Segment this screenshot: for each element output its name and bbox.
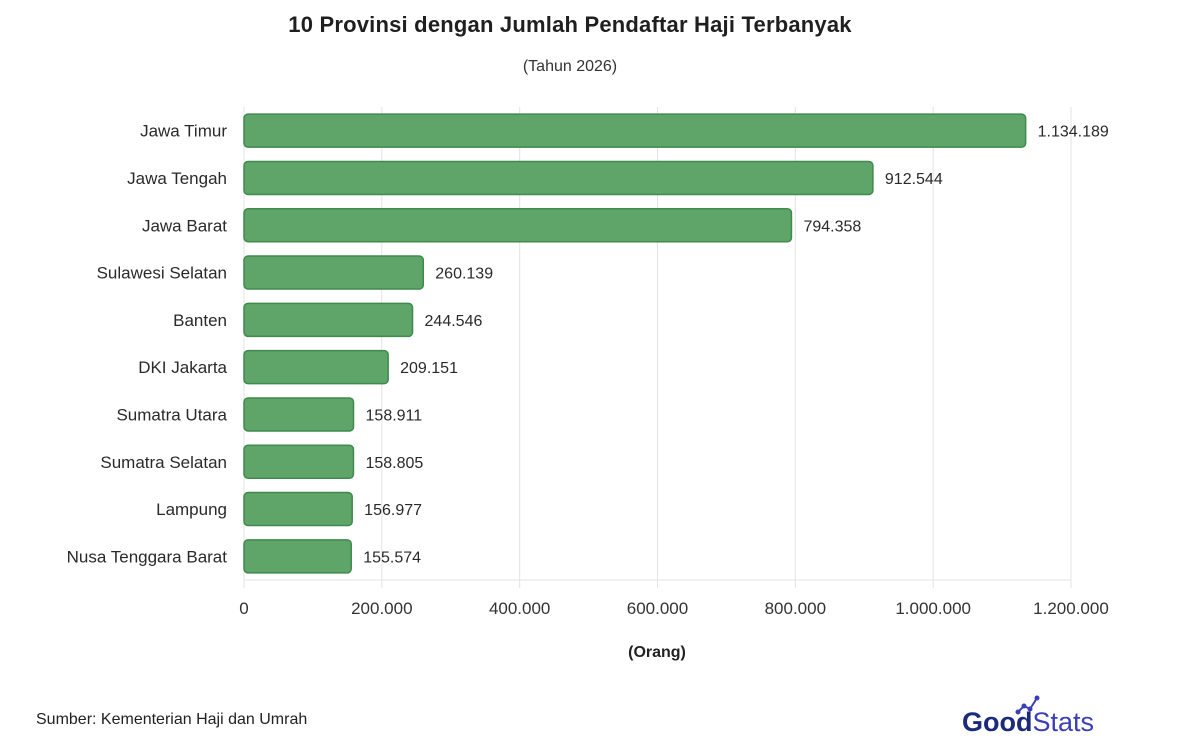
- x-tick-label: 600.000: [627, 599, 688, 618]
- logo-trend-icon: [1017, 697, 1038, 713]
- category-label: Lampung: [156, 500, 227, 519]
- source-note: Sumber: Kementerian Haji dan Umrah: [36, 711, 308, 728]
- bar: [243, 349, 389, 385]
- category-label: Sumatra Selatan: [100, 453, 227, 472]
- x-tick-label: 1.200.000: [1033, 599, 1109, 618]
- data-label: 156.977: [364, 502, 422, 519]
- x-tick-label: 0: [239, 599, 248, 618]
- category-label: Jawa Tengah: [127, 169, 227, 188]
- bar: [243, 444, 355, 479]
- category-label: Nusa Tenggara Barat: [67, 547, 228, 566]
- category-label: Sulawesi Selatan: [97, 264, 227, 283]
- data-label: 912.544: [885, 171, 943, 188]
- chart-subtitle: (Tahun 2026): [522, 58, 618, 75]
- logo-text-good: Good: [962, 707, 1032, 737]
- data-label: 260.139: [435, 266, 493, 283]
- category-label: DKI Jakarta: [138, 358, 227, 377]
- x-tick-label: 200.000: [351, 599, 412, 618]
- data-label: 158.911: [366, 407, 423, 424]
- bar: [243, 255, 425, 290]
- x-tick-label: 800.000: [765, 599, 826, 618]
- bar: [243, 302, 414, 338]
- goodstats-logo: GoodStats: [962, 695, 1094, 737]
- logo-dot: [1027, 706, 1033, 712]
- data-label: 158.805: [365, 455, 423, 472]
- logo-dot: [1021, 703, 1027, 709]
- bar: [243, 491, 353, 527]
- logo-dot: [1034, 695, 1040, 701]
- category-label: Sumatra Utara: [116, 405, 227, 424]
- logo-dot: [1015, 709, 1021, 715]
- data-label: 244.546: [425, 313, 483, 330]
- data-label: 794.358: [803, 218, 861, 235]
- data-label: 1.134.189: [1038, 124, 1109, 141]
- bar-chart: 0 200.000 400.000 600.000 800.000 1.000.000 1.…: [67, 107, 1109, 661]
- x-axis-title: (Orang): [628, 644, 686, 661]
- x-tick-label: 400.000: [489, 599, 550, 618]
- category-label: Jawa Barat: [142, 216, 227, 235]
- chart-title: 10 Provinsi dengan Jumlah Pendaftar Haji…: [288, 12, 852, 37]
- category-label: Banten: [173, 311, 227, 330]
- bar: [243, 160, 874, 196]
- svg-text:GoodStats: GoodStats: [962, 707, 1094, 737]
- data-label: 209.151: [400, 360, 458, 377]
- bar: [243, 208, 793, 243]
- logo-text-stats: Stats: [1032, 707, 1094, 737]
- category-label: Jawa Timur: [140, 122, 227, 141]
- bar: [243, 539, 352, 574]
- bar: [243, 113, 1027, 148]
- x-tick-label: 1.000.000: [895, 599, 971, 618]
- bar: [243, 397, 355, 432]
- data-label: 155.574: [363, 549, 421, 566]
